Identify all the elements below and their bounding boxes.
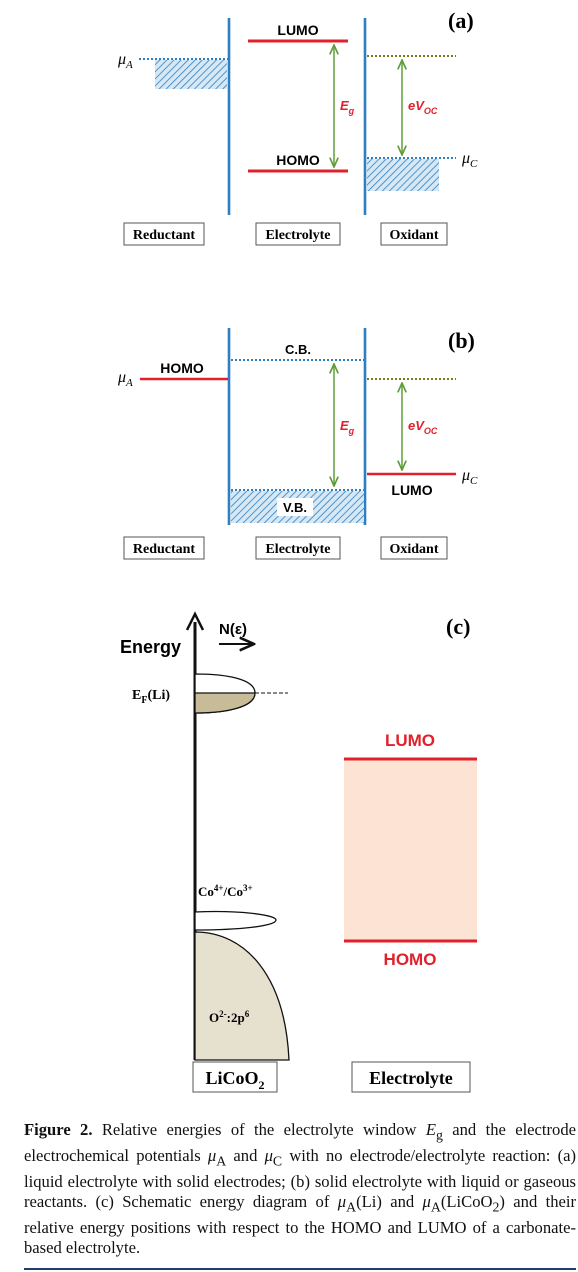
reductant-filled-states (155, 60, 227, 89)
bottom-rule (24, 1268, 576, 1270)
reductant-box (123, 536, 205, 560)
caption-mu-a: μ (337, 1192, 347, 1212)
caption-mu-a-sub: A (430, 1199, 441, 1215)
fermi-level-label: EF(Li) (132, 688, 170, 706)
homo-label: HOMO (384, 950, 437, 969)
oxidant-empty-states (367, 159, 439, 191)
mu-c-label: μC (461, 150, 478, 170)
vb-label-bg (277, 498, 313, 516)
energy-label: Energy (120, 637, 181, 657)
lumo-label: LUMO (391, 482, 432, 498)
licoo2-box-label: LiCoO2 (205, 1068, 264, 1092)
caption-eg-sub: g (436, 1127, 443, 1143)
oxidant-box-label: Oxidant (389, 228, 438, 243)
cb-label: C.B. (285, 342, 311, 357)
reductant-box-label: Reductant (133, 228, 196, 243)
caption-mu-c-sub: C (272, 1153, 283, 1169)
oxidant-box-label: Oxidant (389, 542, 438, 557)
dos-label: N(ε) (219, 621, 247, 638)
caption-mu-a: μ (207, 1145, 217, 1165)
caption-text: (Li) and (356, 1192, 423, 1212)
caption-text: Relative energies of the electrolyte win… (92, 1120, 426, 1139)
electrolyte-box (351, 1061, 471, 1093)
evoc-label: eVOC (408, 418, 438, 436)
caption-text: and the electrode electrochemical potent… (24, 1120, 577, 1165)
reductant-box (123, 222, 205, 246)
electrolyte-box-label: Electrolyte (265, 228, 330, 243)
li-filled-states (194, 692, 256, 714)
panel-b-diagram: (b) μA HOMO C.B. V.B. Eg eVOC LUMO μC Re… (117, 328, 478, 560)
panel-b: (b) μA HOMO C.B. V.B. Eg eVOC LUMO μC Re… (0, 320, 578, 570)
homo-label: HOMO (276, 152, 320, 168)
eg-label: Eg (340, 418, 355, 436)
panel-c-diagram: (c) Energy N(ε) EF(Li) Co4+/Co3+ O2-:2p6… (120, 611, 477, 1093)
caption-mu-c: μ (264, 1145, 273, 1165)
homo-label: HOMO (160, 360, 204, 376)
o2p-band (194, 931, 290, 1061)
caption-eg: E (425, 1120, 436, 1139)
oxidant-box (380, 536, 448, 560)
panel-a-tag: (a) (448, 8, 474, 33)
licoo2-box (192, 1061, 278, 1093)
caption-text: and (226, 1145, 265, 1165)
panel-a: (a) μA LUMO HOMO Eg eVOC μC Reductant El… (0, 0, 578, 260)
lumo-label: LUMO (277, 22, 318, 38)
caption-mu-a-sub: A (216, 1153, 227, 1169)
lumo-label: LUMO (385, 731, 435, 750)
electrolyte-box-label: Electrolyte (265, 542, 330, 557)
electrolyte-window (344, 760, 477, 940)
vb-label: V.B. (283, 500, 307, 515)
caption-label: Figure 2. (24, 1120, 93, 1139)
mu-a-label: μA (117, 369, 133, 389)
eg-label: Eg (340, 98, 355, 116)
oxidant-box (380, 222, 448, 246)
caption-text: ) and their relative energy positions wi… (24, 1192, 576, 1258)
panel-c: (c) Energy N(ε) EF(Li) Co4+/Co3+ O2-:2p6… (0, 600, 578, 1100)
mu-a-label: μA (117, 51, 133, 71)
caption-licoo2-sub: 2 (492, 1199, 500, 1215)
electrolyte-box (255, 536, 341, 560)
o2p-label: O2-:2p6 (209, 1009, 250, 1025)
panel-b-tag: (b) (448, 328, 475, 353)
mu-c-label: μC (461, 467, 478, 487)
caption-text: (LiCoO (440, 1192, 493, 1212)
caption-mu-a-sub: A (346, 1199, 357, 1215)
caption-text: with no electrode/electrolyte reaction: … (24, 1145, 577, 1212)
electrolyte-box-label: Electrolyte (369, 1068, 453, 1088)
caption-mu-a: μ (422, 1192, 431, 1212)
co-band (194, 910, 277, 931)
figure-caption: Figure 2. Relative energies of the elect… (24, 1120, 576, 1259)
electrolyte-box (255, 222, 341, 246)
energy-axis-arrowhead (185, 611, 205, 631)
panel-c-tag: (c) (446, 614, 470, 639)
evoc-label: eVOC (408, 98, 438, 116)
panel-a-diagram: (a) μA LUMO HOMO Eg eVOC μC Reductant El… (117, 8, 478, 246)
co-couple-label: Co4+/Co3+ (198, 883, 253, 899)
reductant-box-label: Reductant (133, 542, 196, 557)
